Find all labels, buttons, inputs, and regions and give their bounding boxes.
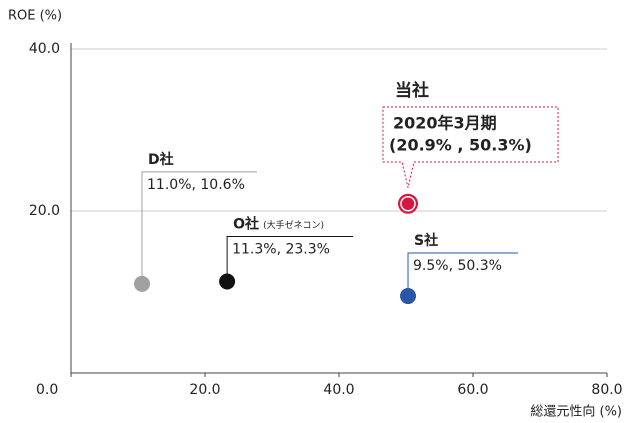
callout-line (407, 252, 519, 297)
point-note: (大手ゼネコン) (263, 219, 324, 231)
series: S社 9.5%, 50.3% (400, 232, 519, 305)
x-tick-label: 40.0 (323, 382, 354, 398)
point (400, 288, 417, 305)
y-tick-label: 40.0 (29, 41, 60, 57)
period-label: 2020年3月期 (393, 114, 497, 133)
value-label: 11.3%, 23.3% (232, 241, 330, 257)
series: D社 11.0%, 10.6% (134, 151, 258, 292)
point (219, 273, 236, 290)
series: 当社 2020年3月期 (20.9% , 50.3%) (382, 80, 559, 214)
y-axis-label: ROE (%) (8, 9, 62, 24)
callout-box (382, 106, 559, 188)
value-label: 9.5%, 50.3% (413, 258, 502, 274)
x-tick-label: 60.0 (457, 382, 488, 398)
callout-line (141, 171, 258, 284)
series: O社 (大手ゼネコン) 11.3%, 23.3% (219, 215, 354, 290)
point-name: S社 (414, 232, 438, 249)
x-tick-label: 20.0 (189, 382, 220, 398)
point-name: 当社 (395, 80, 429, 101)
x-tick-label: 80.0 (591, 382, 622, 398)
x-axis-label: 総還元性向 (%) (530, 404, 622, 420)
point-name: O社 (233, 215, 259, 232)
point-ring (400, 195, 416, 212)
point-name: D社 (148, 151, 174, 168)
x-tick-label: 0.0 (36, 382, 58, 398)
value-label: 11.0%, 10.6% (147, 177, 245, 193)
point (134, 275, 151, 292)
value-label: (20.9% , 50.3%) (389, 136, 532, 155)
callout-line (226, 235, 354, 282)
y-tick-label: 20.0 (29, 203, 60, 219)
